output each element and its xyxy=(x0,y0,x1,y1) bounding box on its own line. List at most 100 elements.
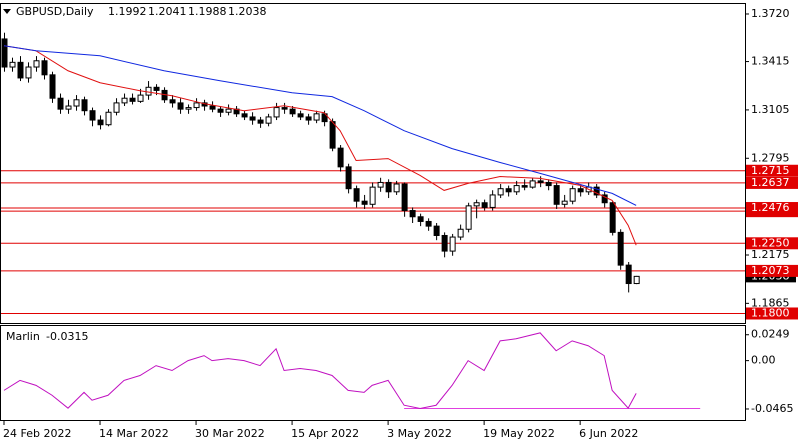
candle-body xyxy=(433,225,440,236)
candle-body xyxy=(345,166,352,190)
candle-body xyxy=(153,86,160,91)
candle-body xyxy=(425,220,432,227)
candle-body xyxy=(513,185,520,193)
menu-triangle[interactable] xyxy=(3,9,11,14)
candle-body xyxy=(489,194,496,208)
candle-body xyxy=(73,99,80,107)
candle-body xyxy=(393,183,400,193)
candle-body xyxy=(473,202,480,207)
candle-body xyxy=(633,275,640,285)
level-label: 1.2715 xyxy=(751,164,790,177)
candle-body xyxy=(537,180,544,183)
x-tick-label: 3 May 2022 xyxy=(387,427,452,440)
candle-body xyxy=(553,185,560,205)
candle-body xyxy=(145,86,152,96)
candle-body xyxy=(9,61,16,68)
candle-body xyxy=(545,181,552,187)
candle-body xyxy=(465,205,472,230)
candle-body xyxy=(569,188,576,202)
candle-body xyxy=(353,188,360,202)
indicator-value: -0.0315 xyxy=(46,330,88,343)
candle-body xyxy=(97,119,104,126)
candle-body xyxy=(625,264,632,285)
candle-body xyxy=(249,116,256,121)
level-label: 1.2476 xyxy=(751,201,790,214)
x-tick-label: 14 Mar 2022 xyxy=(99,427,169,440)
candle-body xyxy=(193,102,200,109)
candle-body xyxy=(593,186,600,196)
level-label-box xyxy=(746,307,798,320)
y-tick-label: 1.1865 xyxy=(751,296,790,309)
y-tick-label: 1.3105 xyxy=(751,103,790,116)
indicator-line xyxy=(3,332,637,410)
candle-body xyxy=(89,110,96,121)
candle-body xyxy=(1,38,8,68)
moving-average xyxy=(3,45,637,246)
level-label: 1.2073 xyxy=(751,264,790,277)
level-label: 1.2637 xyxy=(751,176,790,189)
candle-body xyxy=(377,181,384,188)
candle-body xyxy=(281,107,288,110)
candle-body xyxy=(361,200,368,205)
candle-body xyxy=(225,108,232,113)
level-label-box xyxy=(746,202,798,215)
candle-body xyxy=(577,188,584,193)
candle-body xyxy=(337,147,344,168)
y-tick-label: 0.00 xyxy=(751,354,776,367)
level-label-box xyxy=(746,164,798,177)
candle-body xyxy=(297,113,304,118)
candle-body xyxy=(241,113,248,118)
x-tick-label: 30 Mar 2022 xyxy=(195,427,265,440)
candle-body xyxy=(209,105,216,110)
candle-body xyxy=(609,202,616,233)
y-tick-label: 1.3415 xyxy=(751,55,790,68)
candle-body xyxy=(177,102,184,110)
candle-body xyxy=(17,61,24,79)
candle-body xyxy=(441,234,448,252)
candle-body xyxy=(105,111,112,126)
candle-body xyxy=(257,119,264,124)
candle-body xyxy=(497,188,504,196)
candle-body xyxy=(113,102,120,113)
candle-body xyxy=(617,231,624,266)
x-tick-label: 15 Apr 2022 xyxy=(291,427,359,440)
candle-body xyxy=(601,194,608,204)
symbol-title: GBPUSD,Daily xyxy=(16,5,94,18)
candle-body xyxy=(41,60,48,76)
candle-body xyxy=(529,180,536,188)
level-label-box xyxy=(746,264,798,277)
moving-average xyxy=(3,45,637,206)
candle-body xyxy=(409,210,416,218)
level-label-box xyxy=(746,176,798,189)
x-tick-label: 24 Feb 2022 xyxy=(3,427,71,440)
candle-body xyxy=(401,183,408,212)
candle-body xyxy=(329,121,336,149)
ohlc-open: 1.1992 xyxy=(108,5,147,18)
level-label: 1.2250 xyxy=(751,236,790,249)
candle-body xyxy=(521,185,528,188)
candle-body xyxy=(129,97,136,102)
candle-body xyxy=(417,216,424,222)
candle-body xyxy=(561,200,568,205)
level-label-box xyxy=(746,237,798,250)
candle-body xyxy=(481,202,488,208)
candle-body xyxy=(289,108,296,115)
candle-body xyxy=(49,74,56,99)
ohlc-high: 1.2041 xyxy=(148,5,187,18)
ohlc-low: 1.1988 xyxy=(188,5,227,18)
ohlc-close: 1.2038 xyxy=(228,5,267,18)
candle-body xyxy=(385,181,392,193)
indicator-panel-frame xyxy=(0,325,746,421)
candle-body xyxy=(265,116,272,124)
candle-body xyxy=(457,228,464,238)
candle-body xyxy=(81,99,88,112)
candle-body xyxy=(185,107,192,110)
x-tick-label: 19 May 2022 xyxy=(483,427,555,440)
indicator-title: Marlin xyxy=(6,330,40,343)
y-tick-label: 1.2175 xyxy=(751,248,790,261)
y-tick-label: 0.0249 xyxy=(751,328,790,341)
candle-body xyxy=(137,94,144,102)
candle-body xyxy=(313,113,320,121)
